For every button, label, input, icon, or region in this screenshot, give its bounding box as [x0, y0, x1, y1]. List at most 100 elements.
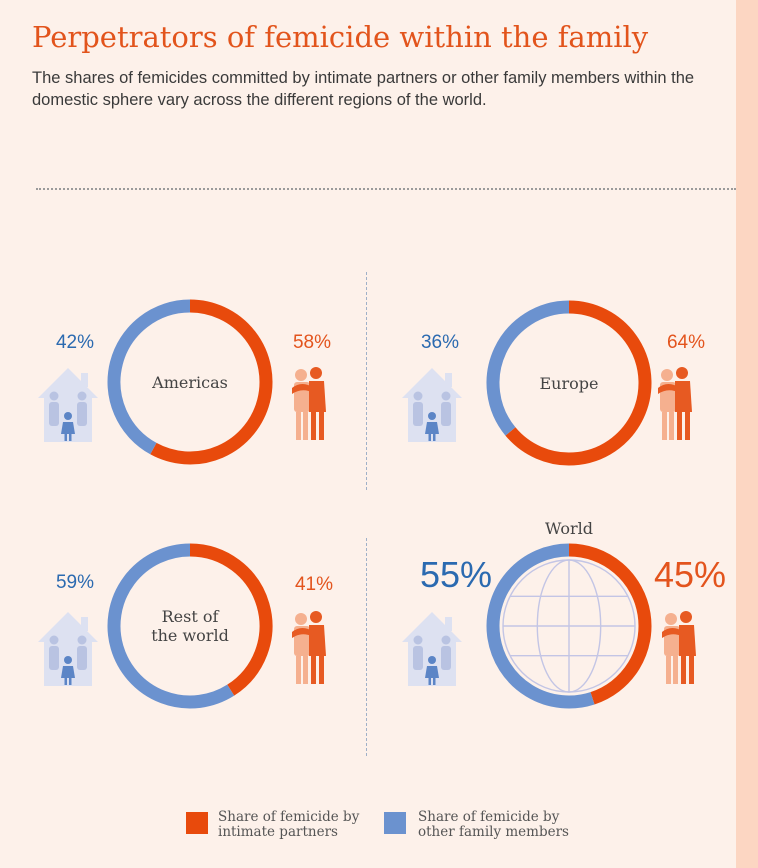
region-rest-of-the-world: Rest of the world 59% 41% — [38, 543, 333, 709]
partner-arm — [292, 628, 314, 638]
adult-body — [441, 646, 451, 670]
region-label-line: Americas — [151, 373, 228, 392]
person-leg — [296, 412, 301, 440]
intimate-percent-label: 64% — [667, 332, 705, 353]
partner-leg — [681, 656, 686, 684]
person-head — [661, 369, 673, 381]
person-head — [665, 613, 677, 625]
adult-head — [441, 391, 451, 401]
family-percent-label: 55% — [420, 554, 492, 595]
couple-icon — [658, 367, 692, 440]
child-leg — [69, 434, 72, 441]
house-family-icon — [38, 368, 98, 442]
adult-body — [413, 646, 423, 670]
partner-leg — [311, 656, 316, 684]
adult-head — [413, 635, 423, 645]
person-head — [295, 613, 307, 625]
child-head — [64, 656, 72, 664]
partner-body — [679, 625, 696, 656]
partner-head — [680, 611, 692, 623]
child-head — [428, 656, 436, 664]
adult-head — [441, 635, 451, 645]
child-body — [425, 666, 439, 678]
adult-head — [49, 635, 59, 645]
donut-segment-intimate — [189, 543, 273, 696]
person-leg — [666, 656, 671, 684]
region-label: World — [545, 519, 593, 538]
person-leg — [673, 656, 678, 684]
region-europe: Europe 36% 64% — [402, 300, 705, 466]
region-label-line: the world — [151, 626, 229, 645]
partner-arm — [662, 628, 684, 638]
partner-body — [309, 625, 326, 656]
house-family-icon — [402, 368, 462, 442]
house-chimney — [81, 373, 88, 387]
partner-arm — [658, 384, 680, 394]
region-label: Rest of the world — [151, 607, 229, 645]
region-americas: Americas 42% 58% — [38, 299, 331, 465]
couple-icon — [292, 611, 326, 684]
region-label-line: Europe — [540, 374, 599, 393]
person-leg — [669, 412, 674, 440]
intimate-percent-label: 41% — [295, 574, 333, 595]
house-chimney — [445, 617, 452, 631]
adult-body — [49, 646, 59, 670]
child-leg — [69, 678, 72, 685]
adult-head — [49, 391, 59, 401]
partner-head — [310, 367, 322, 379]
house-family-icon — [38, 612, 98, 686]
partner-leg — [677, 412, 682, 440]
region-label: Europe — [540, 374, 599, 393]
person-leg — [303, 412, 308, 440]
partner-body — [309, 381, 326, 412]
intimate-percent-label: 45% — [654, 554, 726, 595]
child-body — [61, 666, 75, 678]
donut-segment-intimate — [150, 299, 273, 465]
child-head — [64, 412, 72, 420]
child-leg — [64, 678, 67, 685]
donut-segment-intimate — [505, 300, 652, 466]
dotted-divider — [36, 188, 736, 190]
person-leg — [662, 412, 667, 440]
partner-leg — [689, 656, 694, 684]
infographic-page: Perpetrators of femicide within the fami… — [0, 0, 736, 868]
partner-arm — [292, 384, 314, 394]
child-body — [61, 422, 75, 434]
adult-head — [77, 635, 87, 645]
adult-body — [441, 402, 451, 426]
family-percent-label: 42% — [56, 332, 94, 353]
globe-icon — [502, 559, 636, 693]
child-leg — [433, 434, 436, 441]
partner-leg — [319, 656, 324, 684]
partner-leg — [685, 412, 690, 440]
couple-icon — [662, 611, 696, 684]
adult-body — [49, 402, 59, 426]
child-head — [428, 412, 436, 420]
page-title: Perpetrators of femicide within the fami… — [32, 20, 649, 54]
donut-segment-family — [107, 543, 235, 709]
house-chimney — [81, 617, 88, 631]
house-chimney — [445, 373, 452, 387]
adult-body — [77, 646, 87, 670]
partner-body — [675, 381, 692, 412]
donut-segment-family — [107, 299, 191, 455]
partner-leg — [319, 412, 324, 440]
region-label-line: World — [545, 519, 593, 538]
adult-body — [77, 402, 87, 426]
adult-head — [413, 391, 423, 401]
intimate-percent-label: 58% — [293, 332, 331, 353]
donut-segment-family — [486, 300, 570, 436]
house-family-icon — [402, 612, 462, 686]
partner-head — [310, 611, 322, 623]
donut-segment-intimate — [568, 543, 652, 705]
child-leg — [428, 434, 431, 441]
vertical-separator-top — [366, 272, 367, 490]
couple-icon — [292, 367, 326, 440]
family-percent-label: 59% — [56, 572, 94, 593]
partner-leg — [311, 412, 316, 440]
child-leg — [428, 678, 431, 685]
region-label-line: Rest of — [162, 607, 220, 626]
donut-segment-family — [486, 543, 595, 709]
adult-body — [413, 402, 423, 426]
region-label: Americas — [151, 373, 228, 392]
